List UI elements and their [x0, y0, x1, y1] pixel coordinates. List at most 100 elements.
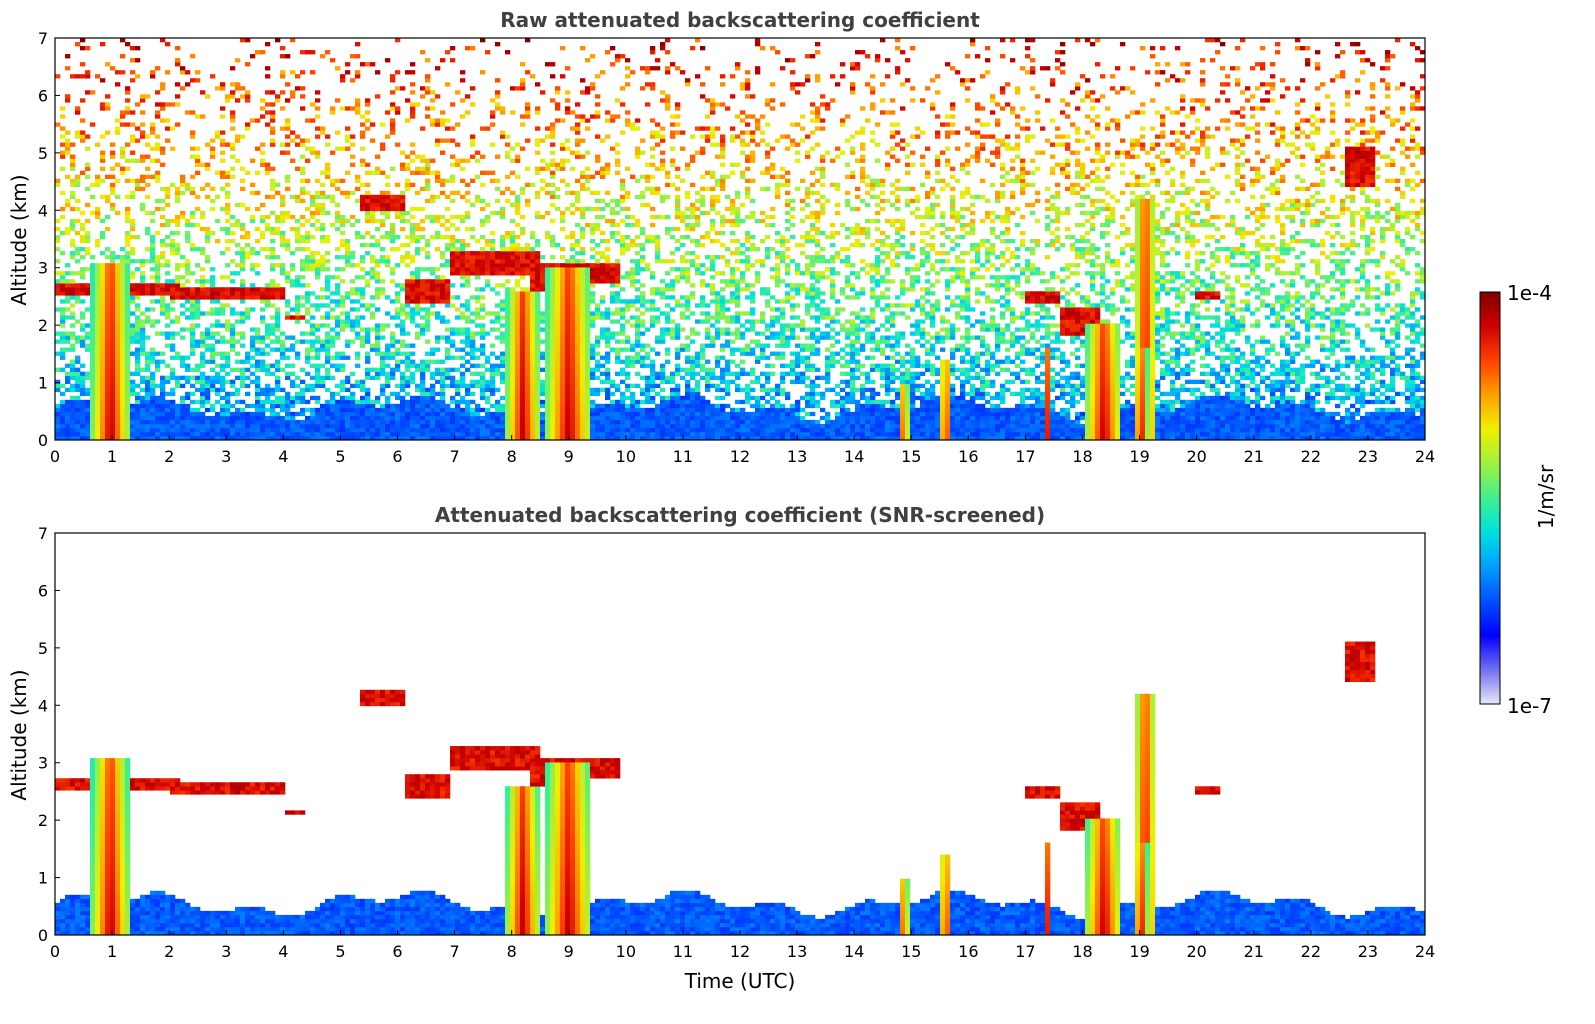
heatmap-cell	[380, 323, 386, 328]
heatmap-cell	[115, 323, 121, 328]
heatmap-cell	[540, 267, 546, 272]
heatmap-cell	[365, 395, 371, 401]
heatmap-cell	[355, 287, 361, 292]
heatmap-cell	[260, 230, 266, 236]
heatmap-cell	[150, 435, 156, 441]
heatmap-cell	[285, 431, 291, 437]
heatmap-cell	[570, 230, 576, 236]
heatmap-cell	[100, 415, 106, 421]
heatmap-cell	[260, 106, 266, 111]
heatmap-cell	[325, 427, 331, 433]
heatmap-cell	[560, 178, 566, 184]
heatmap-cell	[60, 403, 66, 409]
heatmap-cell	[400, 419, 406, 425]
heatmap-cell	[100, 319, 106, 324]
heatmap-cell	[590, 275, 596, 280]
heatmap-cell	[535, 383, 541, 389]
heatmap-cell	[170, 347, 176, 352]
heatmap-cell	[605, 415, 611, 421]
heatmap-cell	[440, 279, 446, 284]
heatmap-cell	[270, 403, 276, 409]
heatmap-cell	[440, 291, 446, 296]
heatmap-cell	[65, 299, 71, 304]
heatmap-cell	[310, 50, 316, 55]
heatmap-cell	[365, 327, 371, 332]
heatmap-cell	[320, 435, 326, 441]
heatmap-cell	[565, 355, 571, 360]
heatmap-cell	[470, 391, 476, 397]
heatmap-cell	[575, 391, 581, 397]
heatmap-cell	[130, 259, 136, 264]
heatmap-cell	[185, 375, 191, 380]
heatmap-cell	[80, 387, 86, 393]
heatmap-cell	[585, 267, 591, 272]
heatmap-cell	[565, 146, 571, 151]
heatmap-cell	[355, 423, 361, 429]
heatmap-cell	[100, 230, 106, 236]
heatmap-cell	[545, 62, 551, 67]
heatmap-cell	[130, 283, 136, 288]
heatmap-cell	[585, 407, 591, 413]
heatmap-cell	[570, 319, 576, 324]
heatmap-cell	[340, 419, 346, 425]
heatmap-cell	[130, 226, 136, 232]
heatmap-cell	[435, 391, 441, 397]
heatmap-cell	[110, 150, 116, 155]
heatmap-cell	[550, 162, 556, 167]
heatmap-cell	[365, 391, 371, 397]
heatmap-cell	[195, 158, 201, 163]
heatmap-cell	[480, 335, 486, 340]
heatmap-cell	[460, 158, 466, 163]
heatmap-cell	[545, 279, 551, 284]
heatmap-cell	[335, 335, 341, 340]
heatmap-cell	[60, 391, 66, 397]
heatmap-cell	[535, 379, 541, 385]
heatmap-cell	[410, 363, 416, 368]
heatmap-cell	[525, 419, 531, 425]
heatmap-cell	[135, 303, 141, 308]
heatmap-cell	[425, 214, 431, 220]
heatmap-cell	[110, 323, 116, 328]
heatmap-cell	[120, 411, 126, 417]
heatmap-cell	[105, 311, 111, 316]
heatmap-cell	[225, 355, 231, 360]
heatmap-cell	[415, 239, 421, 244]
heatmap-cell	[370, 399, 376, 405]
heatmap-cell	[260, 307, 266, 312]
heatmap-cell	[175, 287, 181, 292]
heatmap-cell	[450, 271, 456, 276]
heatmap-cell	[275, 375, 281, 380]
heatmap-cell	[420, 435, 426, 441]
heatmap-cell	[270, 331, 276, 336]
heatmap-cell	[90, 323, 96, 328]
heatmap-cell	[245, 419, 251, 425]
heatmap-cell	[235, 138, 241, 143]
heatmap-cell	[420, 287, 426, 292]
heatmap-cell	[330, 431, 336, 437]
heatmap-cell	[410, 315, 416, 320]
heatmap-cell	[550, 279, 556, 284]
heatmap-cell	[75, 395, 81, 401]
heatmap-cell	[605, 407, 611, 413]
heatmap-cell	[265, 299, 271, 304]
heatmap-cell	[245, 126, 251, 131]
heatmap-cell	[320, 411, 326, 417]
heatmap-cell	[370, 435, 376, 441]
heatmap-cell	[140, 110, 146, 115]
heatmap-cell	[495, 90, 501, 95]
heatmap-cell	[585, 263, 591, 268]
heatmap-cell	[200, 395, 206, 401]
heatmap-cell	[210, 291, 216, 296]
heatmap-cell	[70, 271, 76, 276]
heatmap-cell	[445, 206, 451, 212]
heatmap-cell	[575, 154, 581, 159]
heatmap-cell	[465, 403, 471, 409]
heatmap-cell	[525, 267, 531, 272]
heatmap-cell	[200, 427, 206, 433]
heatmap-cell	[80, 38, 86, 43]
heatmap-cell	[320, 126, 326, 131]
heatmap-cell	[380, 210, 386, 216]
heatmap-cell	[90, 411, 96, 417]
heatmap-cell	[125, 387, 131, 393]
